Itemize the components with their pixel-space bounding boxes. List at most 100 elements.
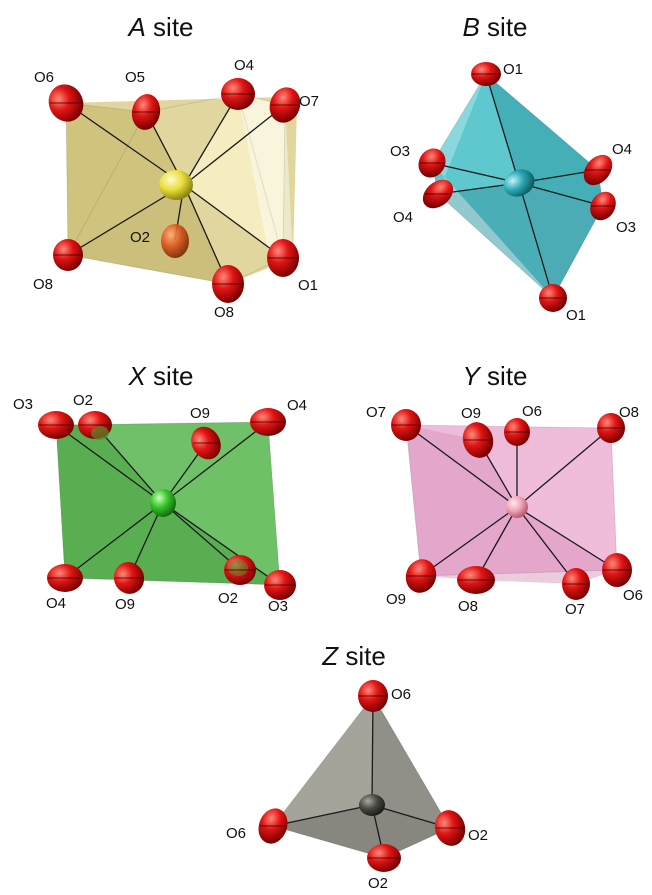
b-site-title: B site [462, 12, 527, 42]
a-site-cation-atom [159, 170, 193, 200]
b-site-cation-atom [503, 169, 535, 197]
panel-x-site: X site [13, 361, 307, 615]
z-o2-right-atom [434, 810, 466, 846]
b-o3-right-atom [590, 191, 616, 221]
a-site-labels: O6 O5 O4 O7 O2 O8 O8 O1 [33, 57, 319, 321]
y-label-o7-top: O7 [366, 404, 386, 421]
b-o3-left-atom [418, 148, 446, 178]
x-site-title-word: site [146, 361, 194, 391]
a-label-o4: O4 [234, 57, 254, 74]
x-label-o9-top: O9 [190, 405, 210, 422]
x-site-oxygen-atoms [38, 408, 296, 600]
a-o7-atom [269, 87, 301, 123]
y-label-o7-bottom: O7 [565, 601, 585, 618]
b-label-o1-bottom: O1 [566, 307, 586, 324]
z-site-title-letter: Z [321, 641, 339, 671]
b-o1-bottom-atom [539, 284, 567, 312]
y-o8-top-atom [597, 413, 625, 443]
z-site-title: Z site [321, 641, 386, 671]
y-o7-bottom-atom [562, 568, 590, 600]
z-label-o6-top: O6 [391, 686, 411, 703]
a-o1-atom [267, 239, 299, 277]
x-label-o9-bottom: O9 [115, 596, 135, 613]
a-label-o5: O5 [125, 69, 145, 86]
panel-a-site: A site [33, 12, 319, 321]
b-label-o1-top: O1 [503, 61, 523, 78]
x-o3-top-atom [38, 411, 74, 439]
x-label-o3-bottom: O3 [268, 598, 288, 615]
a-label-o8-bottom: O8 [214, 304, 234, 321]
x-o4-bottom-atom [47, 564, 83, 592]
panel-z-site: Z site O6 O6 O2 O2 [226, 641, 488, 892]
a-o8-left-atom [53, 239, 83, 271]
b-label-o3-left: O3 [390, 143, 410, 160]
x-o2-bottom-atom [224, 555, 256, 585]
y-label-o9-bottom: O9 [386, 591, 406, 608]
x-site-title-letter: X [127, 361, 147, 391]
y-label-o9-top: O9 [461, 405, 481, 422]
b-label-o4-left: O4 [393, 209, 413, 226]
y-o8-bottom-atom [457, 566, 495, 594]
a-o6-atom [48, 84, 84, 122]
z-o2-bottom-atom [367, 844, 401, 872]
b-label-o4-right: O4 [612, 141, 632, 158]
y-site-title-word: site [480, 361, 528, 391]
y-site-labels: O7 O9 O6 O8 O9 O8 O7 O6 [366, 403, 643, 618]
y-o6-top-atom [504, 418, 530, 446]
x-site-cation-atom [150, 489, 176, 517]
y-label-o8-top: O8 [619, 404, 639, 421]
a-o5-atom [131, 94, 161, 130]
a-site-title-letter: A [126, 12, 145, 42]
a-label-o6: O6 [34, 69, 54, 86]
y-label-o6-bottom: O6 [623, 587, 643, 604]
y-site-cation-atom [506, 496, 528, 518]
x-label-o3-top: O3 [13, 396, 33, 413]
y-o9-bottom-atom [405, 559, 437, 593]
x-o2-top-atom [78, 411, 112, 440]
y-o7-top-atom [391, 409, 421, 441]
z-o6-top-atom [358, 680, 388, 712]
x-label-o4-top: O4 [287, 397, 307, 414]
a-o4-atom [221, 78, 255, 110]
x-o9-bottom-atom [113, 562, 145, 594]
y-site-title: Y site [462, 361, 527, 391]
x-label-o4-bottom: O4 [46, 595, 66, 612]
b-site-labels: O1 O3 O4 O4 O3 O1 [390, 61, 636, 324]
a-label-o1: O1 [298, 277, 318, 294]
z-site-cation-atom [359, 794, 385, 816]
x-label-o2-top: O2 [73, 392, 93, 409]
z-site-oxygen-atoms [258, 680, 466, 872]
a-site-o2-atom [161, 224, 189, 258]
x-site-title: X site [127, 361, 193, 391]
a-label-o8-left: O8 [33, 276, 53, 293]
b-site-oxygen-atoms [418, 62, 616, 312]
b-label-o3-right: O3 [616, 219, 636, 236]
y-label-o8-bottom: O8 [458, 598, 478, 615]
z-label-o6-left: O6 [226, 825, 246, 842]
a-o8-bottom-atom [212, 265, 244, 303]
b-o4-right-atom [583, 154, 613, 186]
z-site-title-word: site [338, 641, 386, 671]
y-label-o6-top: O6 [522, 403, 542, 420]
y-site-polyhedron [405, 424, 618, 584]
b-site-title-letter: B [462, 12, 479, 42]
z-o6-left-atom [258, 808, 288, 844]
x-label-o2-bottom: O2 [218, 590, 238, 607]
x-site-labels: O3 O2 O9 O4 O4 O9 O2 O3 [13, 392, 307, 615]
x-o4-top-atom [250, 408, 286, 436]
panel-b-site: B site O1 O3 O4 [390, 12, 636, 324]
z-label-o2-bottom: O2 [368, 875, 388, 892]
y-o9-top-atom [462, 422, 494, 458]
x-o9-top-atom [191, 426, 221, 460]
a-label-o7: O7 [299, 93, 319, 110]
b-o4-left-atom [422, 179, 454, 209]
a-site-title-word: site [146, 12, 194, 42]
panel-y-site: Y site [366, 361, 643, 618]
a-site-title: A site [126, 12, 193, 42]
y-o6-bottom-atom [602, 553, 632, 587]
z-site-labels: O6 O6 O2 O2 [226, 686, 488, 892]
b-site-title-word: site [480, 12, 528, 42]
y-site-oxygen-atoms [391, 409, 632, 600]
z-label-o2-right: O2 [468, 827, 488, 844]
